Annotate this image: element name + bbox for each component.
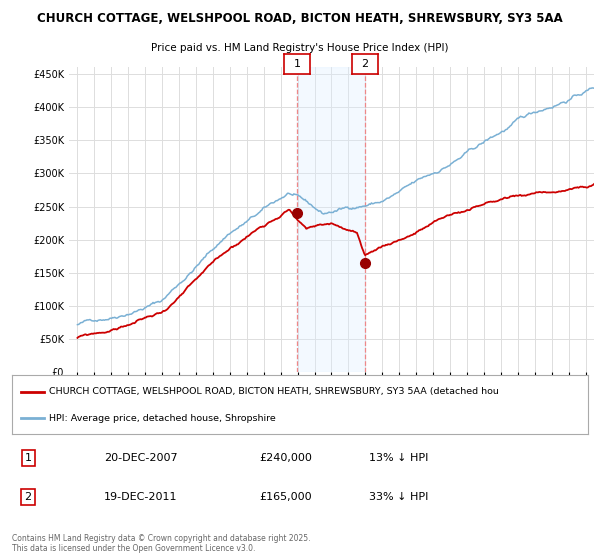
Text: 2: 2 — [361, 59, 368, 69]
Text: 20-DEC-2007: 20-DEC-2007 — [104, 453, 178, 463]
Text: 2: 2 — [25, 492, 32, 502]
Text: CHURCH COTTAGE, WELSHPOOL ROAD, BICTON HEATH, SHREWSBURY, SY3 5AA: CHURCH COTTAGE, WELSHPOOL ROAD, BICTON H… — [37, 12, 563, 25]
Text: £165,000: £165,000 — [260, 492, 313, 502]
Text: 19-DEC-2011: 19-DEC-2011 — [104, 492, 178, 502]
Text: CHURCH COTTAGE, WELSHPOOL ROAD, BICTON HEATH, SHREWSBURY, SY3 5AA (detached hou: CHURCH COTTAGE, WELSHPOOL ROAD, BICTON H… — [49, 387, 499, 396]
Text: 33% ↓ HPI: 33% ↓ HPI — [369, 492, 428, 502]
Text: £240,000: £240,000 — [260, 453, 313, 463]
Text: Price paid vs. HM Land Registry's House Price Index (HPI): Price paid vs. HM Land Registry's House … — [151, 43, 449, 53]
Text: HPI: Average price, detached house, Shropshire: HPI: Average price, detached house, Shro… — [49, 414, 276, 423]
Bar — [297, 67, 365, 372]
Text: 1: 1 — [25, 453, 32, 463]
Text: 13% ↓ HPI: 13% ↓ HPI — [369, 453, 428, 463]
Text: Contains HM Land Registry data © Crown copyright and database right 2025.
This d: Contains HM Land Registry data © Crown c… — [12, 534, 311, 553]
Text: 1: 1 — [293, 59, 301, 69]
